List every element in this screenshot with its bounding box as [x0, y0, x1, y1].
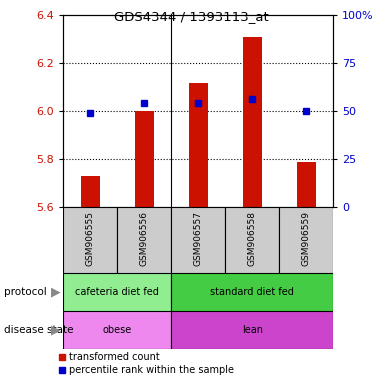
Text: obese: obese — [103, 325, 132, 335]
Bar — [225, 207, 279, 273]
Bar — [63, 273, 171, 311]
Bar — [63, 207, 117, 273]
Bar — [63, 311, 171, 349]
Bar — [117, 207, 171, 273]
Text: ▶: ▶ — [51, 324, 61, 337]
Bar — [171, 207, 225, 273]
Text: GSM906557: GSM906557 — [194, 211, 203, 266]
Bar — [171, 273, 333, 311]
Text: lean: lean — [242, 325, 263, 335]
Text: GSM906555: GSM906555 — [86, 211, 95, 266]
Text: protocol: protocol — [4, 287, 47, 297]
Bar — [81, 176, 100, 207]
Bar — [279, 207, 333, 273]
Bar — [297, 162, 316, 207]
Bar — [189, 83, 208, 207]
Text: disease state: disease state — [4, 325, 73, 335]
Text: GSM906556: GSM906556 — [140, 211, 149, 266]
Text: ▶: ▶ — [51, 285, 61, 298]
Legend: transformed count, percentile rank within the sample: transformed count, percentile rank withi… — [55, 348, 238, 379]
Text: GDS4344 / 1393113_at: GDS4344 / 1393113_at — [114, 10, 269, 23]
Text: GSM906559: GSM906559 — [302, 211, 311, 266]
Bar — [171, 311, 333, 349]
Text: cafeteria diet fed: cafeteria diet fed — [75, 287, 159, 297]
Bar — [135, 111, 154, 207]
Text: GSM906558: GSM906558 — [248, 211, 257, 266]
Text: standard diet fed: standard diet fed — [210, 287, 294, 297]
Bar — [243, 37, 262, 207]
